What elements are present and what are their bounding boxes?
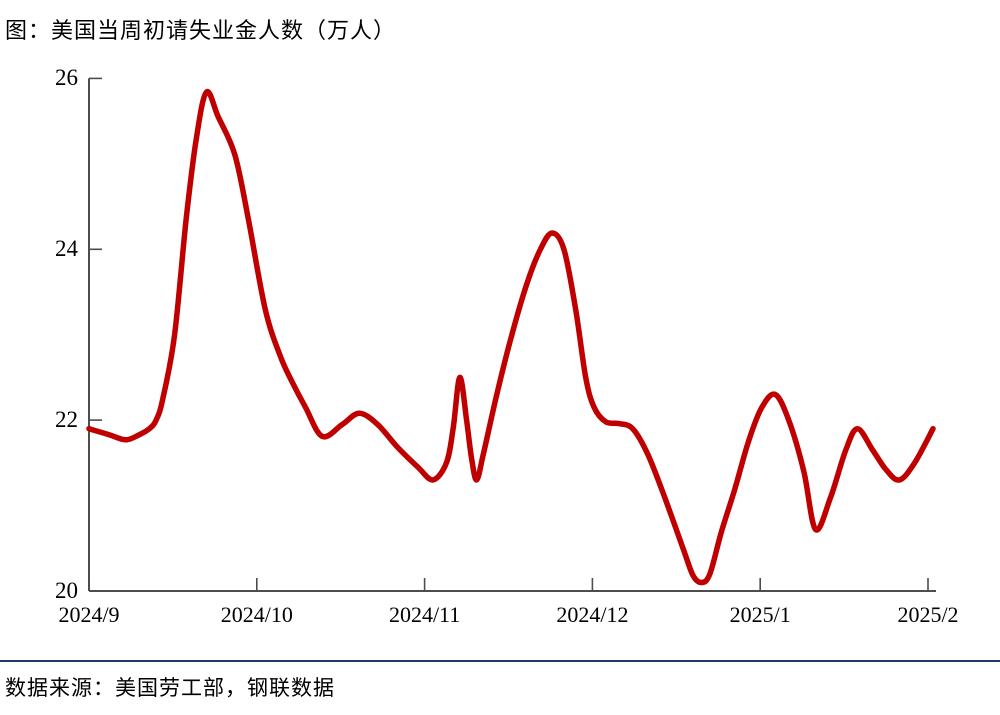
data-source: 数据来源：美国劳工部，钢联数据 xyxy=(5,676,335,700)
y-tick-label: 26 xyxy=(55,65,78,91)
chart-canvas xyxy=(86,77,936,592)
x-tick-label: 2025/1 xyxy=(729,602,791,627)
x-tick-label: 2024/10 xyxy=(220,602,293,627)
x-tick-label: 2024/12 xyxy=(556,602,629,627)
y-tick-label: 24 xyxy=(55,236,78,262)
x-tick-label: 2024/11 xyxy=(388,602,461,627)
jobless-claims-chart: 26 24 22 20 2024/9 2024/10 2024/11 2024/12 2025… xyxy=(55,65,959,627)
footer-divider xyxy=(0,660,1000,662)
y-tick-label: 22 xyxy=(55,407,78,433)
chart-title: 图：美国当周初请失业金人数（万人） xyxy=(5,18,397,43)
x-tick-label: 2025/2 xyxy=(897,602,959,627)
x-tick-label: 2024/9 xyxy=(58,602,120,627)
y-tick-label: 20 xyxy=(55,578,78,603)
claims-line-path xyxy=(86,88,936,586)
